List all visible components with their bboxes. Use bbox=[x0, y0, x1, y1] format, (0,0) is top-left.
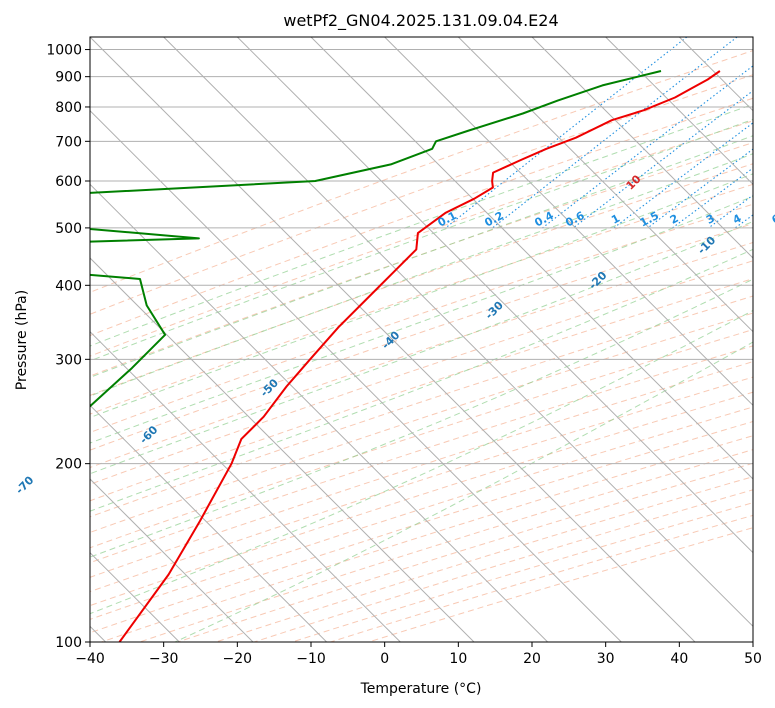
dry-adiabat-line bbox=[90, 183, 753, 415]
x-tick-label: −20 bbox=[223, 651, 253, 667]
y-axis: 100 200 300 400 500 600 700 800 900 1000 bbox=[46, 43, 90, 651]
x-tick-label: −40 bbox=[75, 651, 105, 667]
isotherm-line bbox=[90, 183, 549, 642]
dry-adiabat-line bbox=[90, 223, 753, 451]
dry-adiabat-line bbox=[90, 142, 753, 377]
skewt-grid bbox=[90, 37, 753, 642]
y-axis-label: Pressure (hPa) bbox=[14, 290, 30, 390]
y-tick-label: 800 bbox=[55, 100, 82, 116]
sounding-profiles bbox=[90, 70, 721, 642]
dry-adiabat-line bbox=[90, 278, 753, 502]
y-tick-label: 500 bbox=[55, 221, 82, 237]
dry-adiabat-line bbox=[90, 163, 753, 396]
x-tick-label: 40 bbox=[670, 651, 688, 667]
moist-adiabat-line bbox=[90, 195, 753, 444]
isotherm-line bbox=[605, 37, 753, 186]
dewpoint-profile-line bbox=[90, 70, 662, 408]
x-tick-label: 20 bbox=[523, 651, 541, 667]
dry-adiabat-line bbox=[90, 74, 753, 315]
chart-title: wetPf2_GN04.2025.131.09.04.E24 bbox=[283, 11, 558, 31]
temperature-profile-line bbox=[118, 70, 721, 642]
x-tick-label: 0 bbox=[380, 651, 389, 667]
isotherm-line bbox=[457, 37, 753, 333]
isotherm-line bbox=[90, 109, 622, 642]
y-tick-label: 100 bbox=[55, 635, 82, 651]
isotherm-line bbox=[90, 37, 696, 642]
mixing-ratio-label: 6 bbox=[770, 212, 775, 227]
dry-adiabat-line bbox=[90, 391, 753, 607]
y-tick-label: 700 bbox=[55, 134, 82, 150]
isotherm-line bbox=[384, 37, 753, 407]
plot-frame bbox=[89, 36, 754, 643]
isotherm-line bbox=[90, 478, 254, 642]
mixing-ratio-line bbox=[572, 90, 753, 229]
moist-adiabat-line bbox=[90, 153, 753, 397]
x-tick-label: 10 bbox=[449, 651, 467, 667]
mixing-ratio-line bbox=[672, 167, 753, 229]
isotherm-line bbox=[90, 257, 475, 642]
y-tick-label: 600 bbox=[55, 174, 82, 190]
mixing-ratio-line bbox=[492, 37, 738, 229]
isotherm-line bbox=[90, 404, 328, 642]
y-tick-label: 200 bbox=[55, 457, 82, 473]
dry-adiabat-line bbox=[90, 97, 753, 337]
dry-adiabat-line bbox=[90, 120, 753, 357]
dry-adiabat-line bbox=[90, 361, 753, 578]
mixing-ratio-line bbox=[542, 65, 753, 229]
x-tick-label: 50 bbox=[744, 651, 762, 667]
y-tick-label: 1000 bbox=[46, 43, 82, 59]
y-tick-label: 300 bbox=[55, 352, 82, 368]
x-tick-label: −10 bbox=[296, 651, 326, 667]
dry-adiabat-line bbox=[90, 260, 753, 485]
y-tick-label: 900 bbox=[55, 70, 82, 86]
dry-adiabat-line bbox=[90, 312, 753, 533]
isotherm-line bbox=[531, 37, 753, 259]
moist-adiabat-line bbox=[90, 173, 753, 419]
isotherm-line bbox=[310, 37, 753, 480]
x-tick-label: 30 bbox=[597, 651, 615, 667]
isotherm-line bbox=[236, 37, 753, 554]
moist-adiabat-line bbox=[90, 278, 753, 558]
dry-adiabat-line bbox=[90, 329, 753, 549]
x-axis-label: Temperature (°C) bbox=[360, 681, 482, 697]
moist-adiabat-line bbox=[90, 118, 753, 362]
x-tick-label: −30 bbox=[149, 651, 179, 667]
isotherm-line bbox=[163, 37, 753, 628]
y-tick-label: 400 bbox=[55, 278, 82, 294]
x-axis: −40 −30 −20 −10 0 10 20 30 40 50 bbox=[75, 642, 762, 667]
isotherm-line bbox=[90, 330, 401, 642]
dry-adiabat-line bbox=[90, 50, 753, 293]
